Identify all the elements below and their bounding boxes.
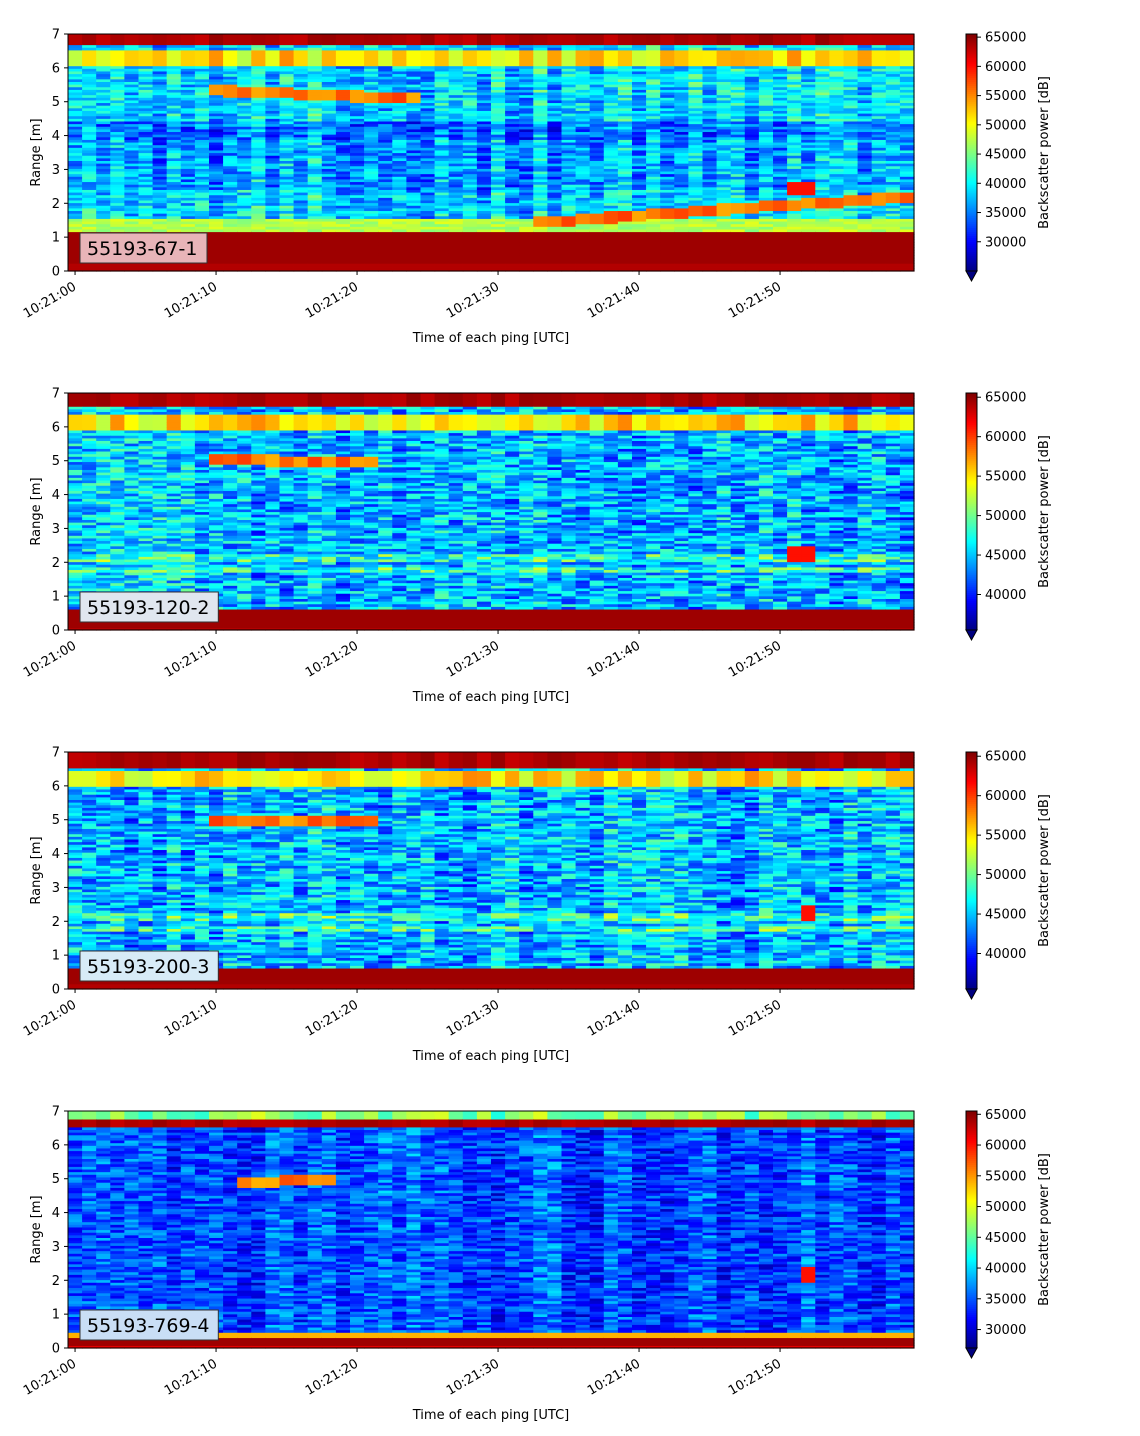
panel-1: 0123456710:21:00 10:21:10 10:21:20 10:21:30… (21, 28, 1052, 347)
